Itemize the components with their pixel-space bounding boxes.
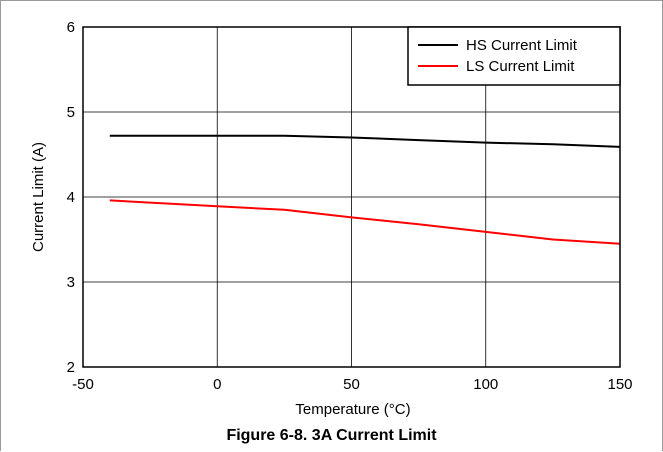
- legend-box: [407, 26, 621, 86]
- x-tick-label: 150: [607, 376, 632, 393]
- y-axis-label: Current Limit (A): [30, 142, 47, 252]
- y-tick-label: 4: [67, 189, 75, 206]
- y-tick-label: 5: [67, 104, 75, 121]
- legend-label-hs: HS Current Limit: [466, 37, 578, 54]
- x-tick-label: -50: [72, 376, 94, 393]
- tick-labels: -50 0 50 100 150 2 3 4 5 6: [67, 19, 633, 393]
- x-tick-label: 100: [473, 376, 498, 393]
- series-line-hs: [109, 134, 621, 148]
- series-line-ls: [109, 199, 621, 245]
- legend-label-ls: LS Current Limit: [466, 58, 575, 75]
- y-tick-label: 2: [67, 359, 75, 376]
- y-tick-label: 3: [67, 274, 75, 291]
- x-tick-label: 0: [213, 376, 221, 393]
- y-tick-label: 6: [67, 19, 75, 36]
- series-lines: [109, 134, 621, 245]
- plot-border: [82, 26, 621, 368]
- x-tick-label: 50: [343, 376, 360, 393]
- x-axis-label: Temperature (°C): [295, 401, 410, 418]
- legend: HS Current Limit LS Current Limit: [407, 26, 621, 86]
- figure-caption: Figure 6-8. 3A Current Limit: [226, 427, 437, 444]
